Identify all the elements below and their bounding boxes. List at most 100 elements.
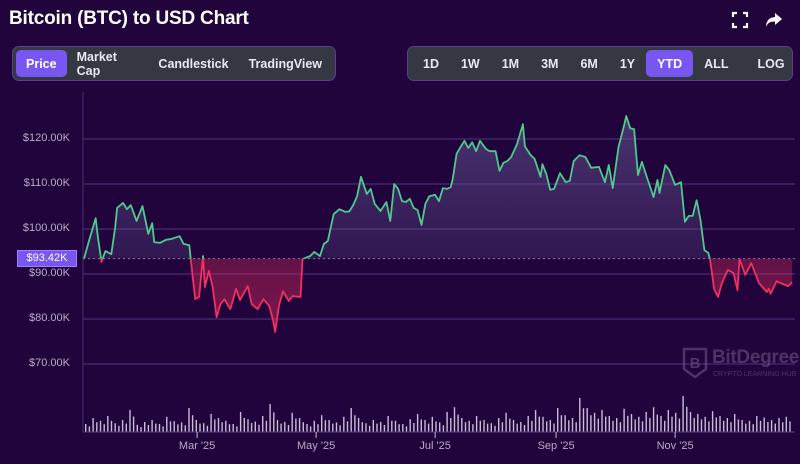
volume-bar (571, 418, 574, 432)
volume-bar (287, 425, 290, 432)
volume-bar (332, 423, 334, 432)
volume-bar (177, 424, 179, 432)
volume-bar (96, 422, 98, 432)
volume-bar (546, 421, 548, 432)
volume-bar (697, 414, 699, 432)
volume-bar (129, 410, 131, 432)
volume-bar (461, 418, 463, 432)
volume-bar (195, 420, 197, 432)
range-1w[interactable]: 1W (460, 56, 480, 71)
range-1y[interactable]: 1Y (619, 56, 636, 71)
volume-bar (664, 420, 666, 432)
volume-bar (107, 416, 109, 432)
area-above-reference (84, 116, 710, 259)
volume-bar (575, 422, 577, 432)
volume-bar (424, 420, 426, 432)
volume-bar (490, 423, 492, 432)
volume-bar (269, 404, 271, 432)
volume-bar (512, 420, 515, 432)
volume-bar (372, 420, 374, 432)
volume-bar (711, 411, 714, 432)
volume-bar (619, 422, 622, 432)
range-6m[interactable]: 6M (580, 56, 598, 71)
range-1m[interactable]: 1M (501, 56, 520, 71)
volume-bar (180, 422, 183, 432)
volume-bar (715, 417, 717, 432)
volume-bar (671, 416, 673, 432)
volume-bar (210, 414, 212, 432)
watermark-tagline: CRYPTO LEARNING HUB (713, 371, 797, 378)
tab-tradingview[interactable]: TradingView (248, 56, 322, 71)
volume-bar (247, 419, 249, 432)
volume-bar (361, 422, 363, 432)
volume-bar (634, 419, 636, 432)
volume-bar (472, 424, 474, 432)
volume-bar (498, 418, 500, 432)
volume-bar (346, 421, 349, 432)
range-1d[interactable]: 1D (423, 56, 439, 71)
volume-bar (568, 420, 570, 432)
volume-bar (446, 412, 448, 432)
volume-bar (549, 420, 551, 432)
volume-bar (678, 418, 681, 432)
volume-bar (110, 420, 113, 432)
page-title: Bitcoin (BTC) to USD Chart (9, 8, 249, 29)
volume-bar (435, 421, 437, 432)
share-icon[interactable] (764, 10, 784, 30)
volume-bar (103, 424, 105, 432)
volume-bar (232, 424, 234, 432)
volume-bar (413, 423, 415, 432)
volume-bar (616, 418, 618, 432)
tab-price[interactable]: Price (16, 50, 67, 77)
volume-bar (586, 408, 588, 432)
chart-type-tabs: Price Market Cap Candlestick TradingView (12, 46, 336, 81)
log-toggle[interactable]: LOG (757, 56, 785, 71)
volume-bar (756, 416, 758, 432)
x-tick-label: Nov '25 (656, 440, 694, 452)
volume-bar (708, 421, 710, 432)
range-3m[interactable]: 3M (541, 56, 559, 71)
fullscreen-icon[interactable] (730, 10, 750, 30)
volume-bar (582, 408, 585, 432)
volume-bar (778, 418, 780, 432)
volume-bar (748, 420, 751, 432)
volume-bar (317, 424, 319, 432)
volume-bar (638, 416, 640, 432)
volume-bar (92, 418, 94, 432)
volume-bar (121, 420, 124, 432)
volume-bar (184, 425, 186, 432)
watermark-brand: BitDegree (712, 347, 800, 368)
tab-market-cap[interactable]: Market Cap (76, 49, 117, 78)
volume-bar (166, 416, 168, 432)
volume-bar (453, 407, 456, 432)
volume-bar (140, 427, 142, 432)
range-ytd[interactable]: YTD (646, 50, 694, 77)
volume-bar (298, 418, 301, 432)
range-all[interactable]: ALL (704, 56, 729, 71)
volume-bar (354, 415, 356, 432)
volume-bar (730, 422, 732, 432)
y-tick-label: $110.00K (23, 177, 70, 189)
x-tick-label: Sep '25 (537, 440, 575, 452)
volume-bar (741, 420, 743, 432)
volume-bar (405, 426, 408, 432)
volume-bar (225, 420, 227, 432)
volume-bar (700, 419, 703, 432)
volume-bar (494, 425, 496, 432)
volume-bar (324, 420, 327, 432)
y-tick-label: $90.00K (29, 267, 70, 279)
volume-bar (608, 416, 610, 432)
volume-bar (564, 415, 566, 432)
volume-bar (560, 415, 563, 432)
tab-candlestick[interactable]: Candlestick (158, 56, 229, 71)
volume-bar (523, 425, 526, 432)
volume-bar (726, 418, 728, 432)
volume-bar (206, 425, 209, 432)
volume-bar (689, 412, 692, 432)
volume-bar (770, 420, 773, 432)
volume-bar (660, 416, 662, 432)
volume-bar (505, 412, 507, 432)
volume-bar (752, 424, 754, 432)
volume-bar (132, 416, 135, 432)
